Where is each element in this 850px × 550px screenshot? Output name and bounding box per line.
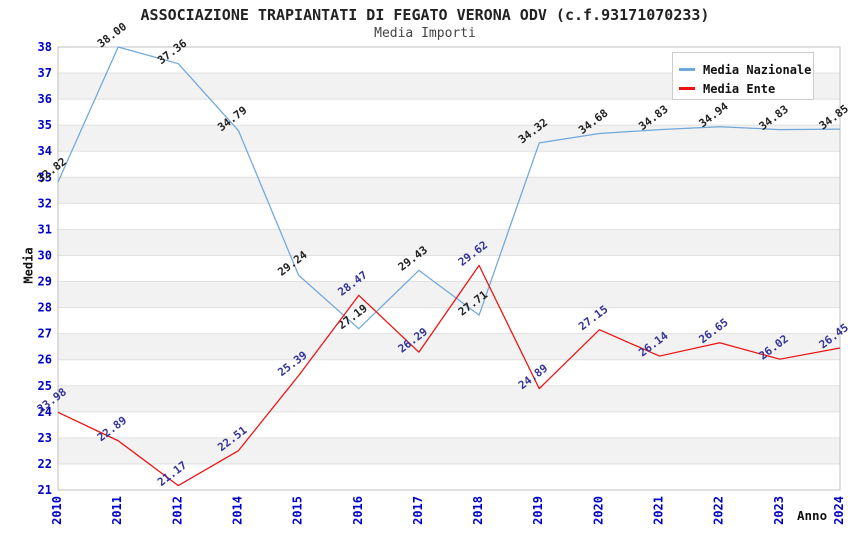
y-tick-label: 36 xyxy=(38,92,52,106)
grid-band xyxy=(58,333,840,360)
y-tick-label: 37 xyxy=(38,66,52,80)
grid-band xyxy=(58,281,840,308)
y-tick-label: 34 xyxy=(38,144,52,158)
y-tick-label: 38 xyxy=(38,40,52,54)
chart-subtitle: Media Importi xyxy=(374,26,476,41)
plot-border xyxy=(57,46,841,491)
grid-band xyxy=(58,229,840,256)
legend: Media Nazionale Media Ente xyxy=(672,52,814,100)
x-tick-label: 2021 xyxy=(652,496,666,525)
x-tick-label: 2020 xyxy=(591,496,605,525)
x-axis-title: Anno xyxy=(797,508,828,523)
x-tick-label: 2015 xyxy=(291,496,305,525)
series-line-media-ente xyxy=(57,264,841,487)
y-tick-label: 32 xyxy=(38,196,52,210)
x-tick-label: 2016 xyxy=(351,496,365,525)
x-tick-label: 2023 xyxy=(772,496,786,525)
y-tick-label: 23 xyxy=(38,431,52,445)
legend-label-media-nazionale: Media Nazionale xyxy=(703,62,812,77)
legend-swatch-media-ente-icon xyxy=(679,87,695,90)
y-tick-label: 22 xyxy=(38,457,52,471)
x-tick-label: 2011 xyxy=(110,496,124,525)
series-line-media-nazionale xyxy=(57,46,841,330)
y-tick-label: 30 xyxy=(38,248,52,262)
y-tick-label: 24 xyxy=(38,405,52,419)
chart-title: ASSOCIAZIONE TRAPIANTATI DI FEGATO VERON… xyxy=(140,6,710,24)
y-tick-label: 26 xyxy=(38,353,52,367)
y-tick-label: 28 xyxy=(38,301,52,315)
x-tick-label: 2017 xyxy=(411,496,425,525)
grid-band xyxy=(58,177,840,204)
x-tick-label: 2018 xyxy=(471,496,485,525)
y-tick-label: 25 xyxy=(38,379,52,393)
x-tick-label: 2019 xyxy=(531,496,545,525)
x-tick-label: 2012 xyxy=(170,496,184,525)
legend-item-media-ente: Media Ente xyxy=(679,79,813,98)
grid-band xyxy=(58,385,840,412)
x-tick-label: 2024 xyxy=(832,496,846,525)
legend-item-media-nazionale: Media Nazionale xyxy=(679,60,813,79)
y-tick-label: 27 xyxy=(38,327,52,341)
y-tick-label: 29 xyxy=(38,275,52,289)
data-label: 38.00 xyxy=(95,20,129,50)
y-tick-label: 21 xyxy=(38,483,52,497)
legend-label-media-ente: Media Ente xyxy=(703,81,776,96)
grid-band xyxy=(58,125,840,152)
x-tick-label: 2010 xyxy=(50,496,64,525)
legend-swatch-media-nazionale-icon xyxy=(679,68,695,71)
x-tick-label: 2014 xyxy=(230,496,244,525)
y-axis-title: Media xyxy=(21,247,36,284)
y-tick-label: 31 xyxy=(38,222,52,236)
grid-band xyxy=(58,437,840,464)
y-tick-label: 33 xyxy=(38,170,52,184)
y-tick-label: 35 xyxy=(38,118,52,132)
x-tick-label: 2022 xyxy=(712,496,726,525)
